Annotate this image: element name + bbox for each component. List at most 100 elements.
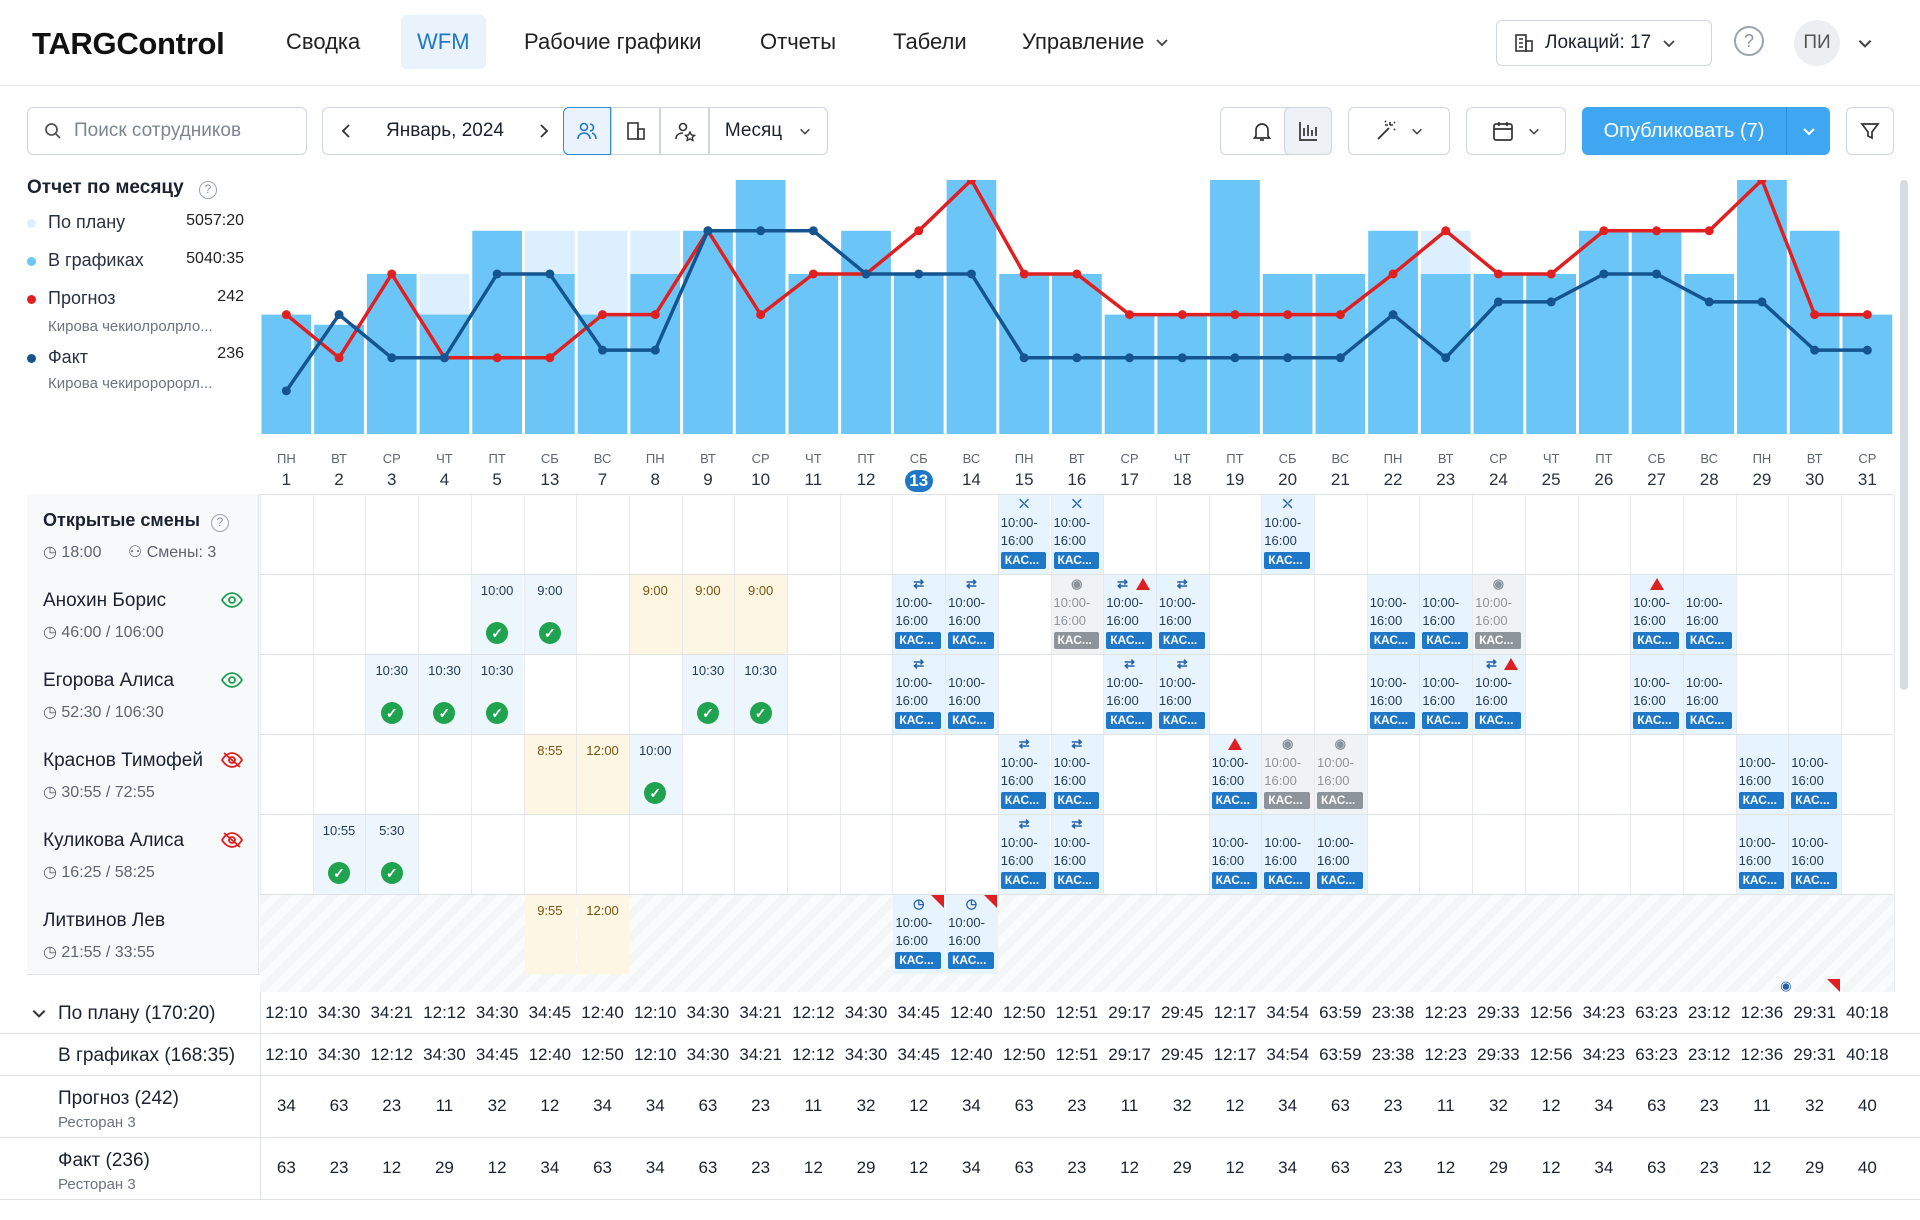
- day-header[interactable]: ВС 28: [1683, 451, 1736, 490]
- publish-button[interactable]: Опубликовать (7): [1582, 107, 1830, 155]
- help-icon[interactable]: ?: [211, 514, 229, 532]
- day-header[interactable]: ПН 15: [998, 451, 1051, 490]
- day-number: 15: [998, 466, 1051, 490]
- nav-management[interactable]: Управление: [1006, 15, 1186, 69]
- view-employees-button[interactable]: [563, 107, 611, 155]
- employee-search-input[interactable]: Поиск сотрудников: [27, 107, 307, 155]
- scheduled-bar: [1789, 230, 1840, 434]
- employee-row-label[interactable]: Литвинов Лев ◷ 21:55 / 33:55: [27, 894, 259, 974]
- day-header[interactable]: ПН 29: [1736, 451, 1789, 490]
- summary-cell: 34:30: [686, 1003, 730, 1022]
- help-icon[interactable]: ?: [198, 181, 217, 199]
- period-select[interactable]: Месяц: [709, 107, 828, 155]
- nav-timesheets[interactable]: Табели: [893, 29, 967, 54]
- nav-summary[interactable]: Сводка: [286, 29, 361, 54]
- chevron-right-icon[interactable]: [537, 123, 551, 139]
- shift-time-range: 10:00-16:00: [1264, 755, 1302, 788]
- calendar-button[interactable]: [1466, 107, 1566, 155]
- filter-button[interactable]: [1846, 107, 1894, 155]
- day-header[interactable]: ПН 22: [1367, 451, 1420, 490]
- summary-cell: 12:12: [792, 1003, 835, 1022]
- summary-cell: 12: [1225, 1096, 1245, 1115]
- eye-off-icon[interactable]: [220, 832, 244, 853]
- shift-cell[interactable]: [735, 575, 787, 654]
- summary-cell: 23: [1383, 1096, 1403, 1115]
- app-logo[interactable]: TARGControl: [32, 26, 225, 61]
- day-header[interactable]: ВТ 23: [1419, 451, 1472, 490]
- day-header[interactable]: ПТ 5: [471, 451, 524, 490]
- summary-cell: 63:23: [1635, 1045, 1678, 1064]
- day-header[interactable]: ПН 1: [260, 451, 313, 490]
- weekday-label: ВС: [593, 451, 612, 466]
- day-header[interactable]: СР 3: [365, 451, 418, 490]
- nav-reports[interactable]: Отчеты: [760, 29, 837, 54]
- day-header[interactable]: ЧТ 18: [1156, 451, 1209, 490]
- employee-row-label[interactable]: Анохин Борис ◷ 46:00 / 106:00: [27, 574, 259, 654]
- nav-schedules[interactable]: Рабочие графики: [524, 29, 702, 54]
- day-header[interactable]: СБ 13: [892, 451, 945, 492]
- day-header[interactable]: СР 31: [1841, 451, 1894, 490]
- shift-cell[interactable]: [524, 895, 577, 974]
- eye-icon[interactable]: [220, 592, 244, 613]
- day-header[interactable]: ЧТ 25: [1525, 451, 1578, 490]
- summary-label: Прогноз (242): [58, 1088, 179, 1109]
- day-header[interactable]: СБ 27: [1630, 451, 1683, 490]
- shift-cell[interactable]: [577, 895, 629, 974]
- eye-off-icon[interactable]: [220, 752, 244, 773]
- view-positions-button[interactable]: [660, 107, 709, 155]
- day-header[interactable]: ЧТ 11: [787, 451, 840, 490]
- account-chevron-icon[interactable]: [1856, 34, 1874, 52]
- day-header[interactable]: ВС 7: [576, 451, 629, 490]
- day-header[interactable]: ВТ 16: [1051, 451, 1104, 490]
- shift-start-time: 9:00: [747, 583, 774, 598]
- day-header[interactable]: ПТ 12: [840, 451, 893, 490]
- collapse-chevron-icon[interactable]: [30, 1004, 48, 1027]
- day-header[interactable]: СР 24: [1472, 451, 1525, 490]
- day-header[interactable]: ВТ 2: [313, 451, 366, 490]
- day-header[interactable]: ВС 21: [1314, 451, 1367, 490]
- shift-start-time: 10:55: [322, 823, 356, 838]
- shift-cell[interactable]: [682, 575, 735, 654]
- day-header[interactable]: СР 17: [1103, 451, 1156, 490]
- vertical-scrollbar[interactable]: [1900, 180, 1908, 690]
- employee-name: Куликова Алиса: [43, 830, 185, 851]
- nav-wfm[interactable]: WFM: [401, 15, 486, 69]
- locations-selector[interactable]: Локаций: 17: [1496, 20, 1712, 66]
- eye-icon[interactable]: [220, 672, 244, 693]
- day-header[interactable]: ВС 14: [945, 451, 998, 490]
- day-header[interactable]: ЧТ 4: [418, 451, 471, 490]
- day-header[interactable]: ВТ 9: [682, 451, 735, 490]
- publish-menu-button[interactable]: [1787, 123, 1830, 139]
- shift-cell[interactable]: [577, 735, 629, 814]
- employee-row-label[interactable]: Куликова Алиса ◷ 16:25 / 58:25: [27, 814, 259, 894]
- employee-row-label[interactable]: Краснов Тимофей ◷ 30:55 / 72:55: [27, 734, 259, 814]
- grid-row-line: [27, 494, 1893, 495]
- shift-cell[interactable]: [629, 575, 682, 654]
- day-number-text: 10: [751, 470, 771, 489]
- day-header[interactable]: СБ 13: [524, 451, 577, 490]
- chevron-left-icon[interactable]: [339, 123, 353, 139]
- day-header[interactable]: ВТ 30: [1788, 451, 1841, 490]
- avatar[interactable]: ПИ: [1794, 20, 1840, 66]
- shift-time-range: 10:00-16:00: [1369, 595, 1407, 628]
- summary-cell: 11: [1120, 1096, 1139, 1115]
- grid-column-line: [1103, 494, 1105, 992]
- day-header[interactable]: ПТ 26: [1578, 451, 1631, 490]
- day-header[interactable]: СР 10: [734, 451, 787, 490]
- employee-row-label[interactable]: Егорова Алиса ◷ 52:30 / 106:30: [27, 654, 259, 734]
- view-locations-button[interactable]: [611, 107, 660, 155]
- shift-time-range: 10:00-16:00: [1264, 835, 1302, 868]
- position-tag: КАС...: [1685, 712, 1732, 729]
- bell-icon: [1252, 123, 1272, 141]
- day-header[interactable]: ПН 8: [629, 451, 682, 490]
- day-header[interactable]: ПТ 19: [1209, 451, 1262, 490]
- help-icon[interactable]: ?: [1734, 26, 1764, 56]
- chart-toggle-button[interactable]: [1284, 107, 1332, 155]
- current-month[interactable]: Январь, 2024: [386, 120, 504, 141]
- position-tag: КАС...: [948, 952, 994, 969]
- clock-icon: ◷: [43, 784, 62, 801]
- shift-cell[interactable]: [524, 735, 577, 814]
- auto-fill-button[interactable]: [1348, 107, 1450, 155]
- summary-cell: 12: [1541, 1096, 1561, 1115]
- day-header[interactable]: СБ 20: [1261, 451, 1314, 490]
